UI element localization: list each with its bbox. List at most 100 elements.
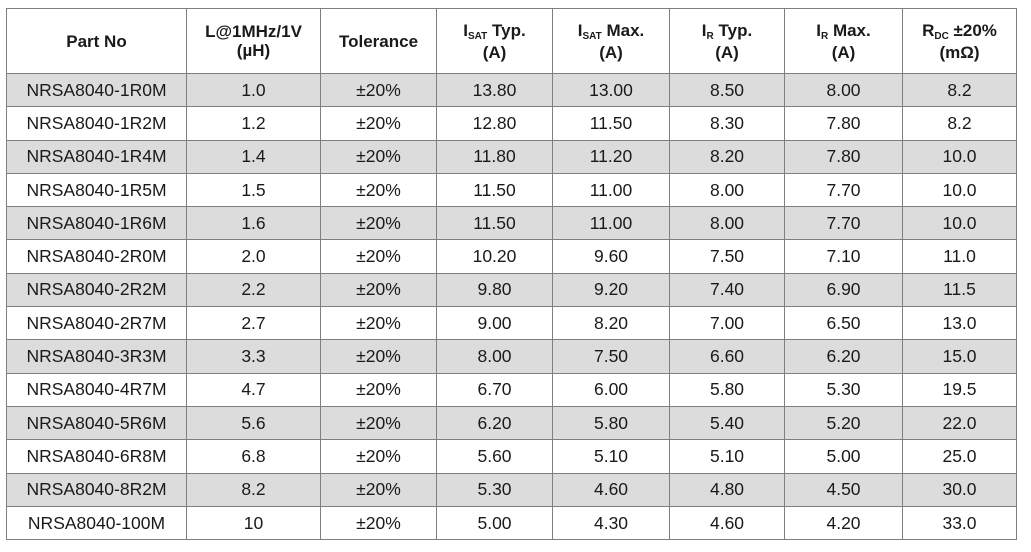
- cell-ir-typ: 5.10: [669, 439, 785, 474]
- cell-ir-max: 7.70: [784, 206, 903, 241]
- cell-ir-max: 6.50: [784, 306, 903, 341]
- cell-rdc: 10.0: [902, 206, 1017, 241]
- cell-ir-typ: 4.60: [669, 505, 785, 541]
- cell-tolerance: ±20%: [320, 139, 437, 174]
- cell-isat-max: 8.20: [552, 306, 670, 341]
- cell-tolerance: ±20%: [320, 72, 437, 108]
- cell-part-no: NRSA8040-2R0M: [6, 239, 187, 274]
- cell-inductance: 2.7: [186, 306, 321, 341]
- table-row: NRSA8040-2R7M 2.7 ±20% 9.00 8.20 7.00 6.50 13.0: [6, 306, 1017, 341]
- cell-part-no: NRSA8040-1R0M: [6, 72, 187, 108]
- cell-ir-typ: 8.30: [669, 106, 785, 141]
- table-row: NRSA8040-2R0M 2.0 ±20% 10.20 9.60 7.50 7.10 11.…: [6, 239, 1017, 274]
- cell-isat-max: 9.60: [552, 239, 670, 274]
- cell-isat-typ: 11.50: [436, 172, 553, 208]
- cell-rdc: 11.5: [902, 272, 1017, 308]
- cell-ir-typ: 4.80: [669, 472, 785, 507]
- cell-isat-max: 4.60: [552, 472, 670, 507]
- cell-part-no: NRSA8040-2R7M: [6, 306, 187, 341]
- cell-tolerance: ±20%: [320, 472, 437, 507]
- cell-rdc: 8.2: [902, 106, 1017, 141]
- cell-isat-max: 6.00: [552, 372, 670, 407]
- cell-ir-typ: 7.50: [669, 239, 785, 274]
- cell-rdc: 11.0: [902, 239, 1017, 274]
- table-body: NRSA8040-1R0M 1.0 ±20% 13.80 13.00 8.50 8.00 8.…: [6, 72, 1017, 541]
- cell-ir-max: 5.20: [784, 405, 903, 441]
- cell-ir-typ: 8.50: [669, 72, 785, 108]
- cell-rdc: 15.0: [902, 339, 1017, 374]
- cell-part-no: NRSA8040-1R6M: [6, 206, 187, 241]
- cell-rdc: 13.0: [902, 306, 1017, 341]
- header-isat-max: ISAT Max. (A): [552, 8, 670, 74]
- cell-tolerance: ±20%: [320, 372, 437, 407]
- cell-ir-max: 6.90: [784, 272, 903, 308]
- cell-isat-typ: 5.30: [436, 472, 553, 507]
- cell-rdc: 10.0: [902, 139, 1017, 174]
- header-tolerance: Tolerance: [320, 8, 437, 74]
- cell-ir-typ: 8.20: [669, 139, 785, 174]
- cell-tolerance: ±20%: [320, 306, 437, 341]
- table-row: NRSA8040-2R2M 2.2 ±20% 9.80 9.20 7.40 6.90 11.5: [6, 272, 1017, 308]
- table-row: NRSA8040-4R7M 4.7 ±20% 6.70 6.00 5.80 5.30 19.5: [6, 372, 1017, 407]
- header-ir-typ: IR Typ. (A): [669, 8, 785, 74]
- cell-isat-max: 4.30: [552, 505, 670, 541]
- cell-isat-max: 11.00: [552, 206, 670, 241]
- header-rdc: RDC ±20% (mΩ): [902, 8, 1017, 74]
- table-row: NRSA8040-1R4M 1.4 ±20% 11.80 11.20 8.20 7.80 10…: [6, 139, 1017, 174]
- header-inductance: L@1MHz/1V (µH): [186, 8, 321, 74]
- header-isat-typ: ISAT Typ. (A): [436, 8, 553, 74]
- cell-ir-max: 7.80: [784, 106, 903, 141]
- table-row: NRSA8040-6R8M 6.8 ±20% 5.60 5.10 5.10 5.00 25.0: [6, 439, 1017, 474]
- cell-ir-max: 4.20: [784, 505, 903, 541]
- cell-isat-typ: 5.60: [436, 439, 553, 474]
- cell-ir-typ: 6.60: [669, 339, 785, 374]
- cell-part-no: NRSA8040-8R2M: [6, 472, 187, 507]
- cell-ir-max: 8.00: [784, 72, 903, 108]
- cell-isat-max: 7.50: [552, 339, 670, 374]
- cell-ir-typ: 8.00: [669, 206, 785, 241]
- cell-inductance: 1.6: [186, 206, 321, 241]
- cell-ir-max: 4.50: [784, 472, 903, 507]
- cell-isat-typ: 13.80: [436, 72, 553, 108]
- cell-isat-typ: 11.80: [436, 139, 553, 174]
- cell-part-no: NRSA8040-100M: [6, 505, 187, 541]
- cell-isat-max: 11.50: [552, 106, 670, 141]
- cell-isat-max: 9.20: [552, 272, 670, 308]
- cell-ir-max: 7.80: [784, 139, 903, 174]
- cell-ir-max: 5.00: [784, 439, 903, 474]
- cell-inductance: 1.2: [186, 106, 321, 141]
- cell-part-no: NRSA8040-3R3M: [6, 339, 187, 374]
- cell-ir-typ: 5.80: [669, 372, 785, 407]
- cell-part-no: NRSA8040-1R5M: [6, 172, 187, 208]
- cell-isat-typ: 6.70: [436, 372, 553, 407]
- cell-isat-max: 5.80: [552, 405, 670, 441]
- cell-ir-typ: 8.00: [669, 172, 785, 208]
- table-row: NRSA8040-3R3M 3.3 ±20% 8.00 7.50 6.60 6.20 15.0: [6, 339, 1017, 374]
- cell-ir-typ: 7.40: [669, 272, 785, 308]
- cell-part-no: NRSA8040-2R2M: [6, 272, 187, 308]
- cell-tolerance: ±20%: [320, 339, 437, 374]
- cell-ir-max: 7.10: [784, 239, 903, 274]
- cell-isat-typ: 11.50: [436, 206, 553, 241]
- cell-inductance: 2.2: [186, 272, 321, 308]
- cell-tolerance: ±20%: [320, 505, 437, 541]
- header-row: Part No L@1MHz/1V (µH) Tolerance ISAT Ty…: [6, 8, 1017, 74]
- cell-isat-max: 13.00: [552, 72, 670, 108]
- cell-inductance: 4.7: [186, 372, 321, 407]
- cell-isat-typ: 6.20: [436, 405, 553, 441]
- cell-tolerance: ±20%: [320, 239, 437, 274]
- table-row: NRSA8040-1R5M 1.5 ±20% 11.50 11.00 8.00 7.70 10…: [6, 172, 1017, 208]
- cell-inductance: 5.6: [186, 405, 321, 441]
- cell-rdc: 8.2: [902, 72, 1017, 108]
- table-row: NRSA8040-1R0M 1.0 ±20% 13.80 13.00 8.50 8.00 8.…: [6, 72, 1017, 108]
- cell-inductance: 1.4: [186, 139, 321, 174]
- cell-isat-max: 11.00: [552, 172, 670, 208]
- cell-tolerance: ±20%: [320, 272, 437, 308]
- header-part-no: Part No: [6, 8, 187, 74]
- cell-isat-typ: 8.00: [436, 339, 553, 374]
- cell-inductance: 3.3: [186, 339, 321, 374]
- cell-ir-max: 5.30: [784, 372, 903, 407]
- inductor-spec-table: Part No L@1MHz/1V (µH) Tolerance ISAT Ty…: [6, 8, 1017, 541]
- cell-part-no: NRSA8040-5R6M: [6, 405, 187, 441]
- cell-isat-typ: 10.20: [436, 239, 553, 274]
